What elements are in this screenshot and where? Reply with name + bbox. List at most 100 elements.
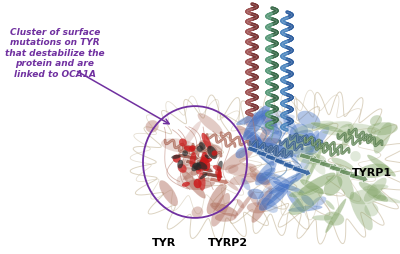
- Ellipse shape: [336, 165, 354, 199]
- Ellipse shape: [302, 133, 316, 146]
- Ellipse shape: [250, 142, 292, 159]
- Ellipse shape: [286, 190, 305, 213]
- Ellipse shape: [350, 192, 373, 230]
- Ellipse shape: [259, 183, 290, 211]
- FancyArrow shape: [265, 154, 284, 164]
- Ellipse shape: [199, 158, 212, 164]
- Ellipse shape: [198, 113, 223, 134]
- Ellipse shape: [245, 114, 258, 128]
- Ellipse shape: [205, 154, 210, 159]
- Ellipse shape: [348, 123, 381, 134]
- Text: Cluster of surface
mutations on TYR
that destabilize the
protein and are
linked : Cluster of surface mutations on TYR that…: [5, 28, 105, 78]
- Ellipse shape: [202, 133, 211, 149]
- Ellipse shape: [222, 147, 254, 170]
- Ellipse shape: [325, 200, 335, 210]
- Ellipse shape: [190, 152, 196, 167]
- Ellipse shape: [235, 147, 247, 158]
- Ellipse shape: [324, 173, 338, 186]
- Ellipse shape: [192, 164, 198, 171]
- Ellipse shape: [192, 207, 203, 218]
- Ellipse shape: [250, 132, 264, 152]
- Ellipse shape: [288, 179, 304, 193]
- Ellipse shape: [331, 157, 354, 170]
- Ellipse shape: [350, 151, 361, 162]
- FancyArrow shape: [299, 153, 318, 163]
- Ellipse shape: [189, 145, 196, 151]
- Ellipse shape: [192, 163, 202, 170]
- Ellipse shape: [264, 172, 290, 183]
- FancyArrow shape: [256, 150, 275, 160]
- Ellipse shape: [247, 137, 260, 149]
- Ellipse shape: [293, 121, 334, 133]
- Ellipse shape: [171, 155, 181, 159]
- Ellipse shape: [225, 164, 238, 174]
- FancyArrow shape: [247, 146, 266, 156]
- FancyArrow shape: [178, 153, 200, 162]
- Ellipse shape: [247, 202, 267, 213]
- Ellipse shape: [324, 212, 344, 226]
- Ellipse shape: [215, 169, 221, 176]
- FancyArrow shape: [349, 173, 368, 183]
- Ellipse shape: [196, 162, 208, 170]
- Ellipse shape: [290, 123, 308, 140]
- FancyArrow shape: [339, 169, 358, 179]
- Ellipse shape: [314, 147, 324, 154]
- Ellipse shape: [367, 183, 378, 198]
- Ellipse shape: [181, 152, 195, 167]
- Ellipse shape: [230, 173, 259, 185]
- Ellipse shape: [256, 186, 274, 205]
- Ellipse shape: [211, 193, 230, 227]
- Ellipse shape: [298, 172, 335, 195]
- Ellipse shape: [179, 121, 201, 152]
- Ellipse shape: [262, 115, 277, 127]
- Ellipse shape: [349, 189, 382, 204]
- Ellipse shape: [182, 150, 188, 156]
- Ellipse shape: [243, 105, 270, 140]
- Ellipse shape: [194, 166, 201, 171]
- Ellipse shape: [249, 166, 273, 190]
- Ellipse shape: [268, 171, 306, 194]
- Ellipse shape: [240, 109, 267, 141]
- Ellipse shape: [256, 173, 270, 185]
- Ellipse shape: [237, 199, 244, 209]
- Ellipse shape: [200, 173, 208, 179]
- Ellipse shape: [182, 182, 190, 187]
- Ellipse shape: [183, 164, 208, 180]
- FancyArrow shape: [283, 162, 302, 172]
- Ellipse shape: [210, 202, 238, 216]
- Ellipse shape: [207, 183, 226, 214]
- Ellipse shape: [262, 130, 282, 151]
- Ellipse shape: [297, 185, 320, 196]
- Ellipse shape: [234, 192, 254, 218]
- Ellipse shape: [266, 178, 297, 206]
- Ellipse shape: [256, 119, 275, 148]
- Ellipse shape: [301, 161, 314, 181]
- Ellipse shape: [244, 130, 273, 148]
- Ellipse shape: [364, 202, 378, 216]
- Ellipse shape: [341, 128, 353, 150]
- Ellipse shape: [364, 178, 386, 202]
- Ellipse shape: [295, 147, 314, 182]
- Ellipse shape: [284, 138, 299, 168]
- Ellipse shape: [370, 115, 382, 126]
- Ellipse shape: [269, 176, 285, 192]
- Ellipse shape: [187, 154, 213, 171]
- Ellipse shape: [177, 160, 183, 168]
- FancyArrow shape: [292, 166, 311, 176]
- Ellipse shape: [275, 130, 314, 154]
- FancyArrow shape: [274, 158, 293, 168]
- Ellipse shape: [217, 170, 222, 181]
- Ellipse shape: [173, 155, 181, 163]
- Ellipse shape: [184, 146, 195, 152]
- Ellipse shape: [305, 145, 324, 184]
- Ellipse shape: [288, 205, 322, 212]
- Ellipse shape: [309, 126, 329, 150]
- Ellipse shape: [228, 163, 257, 176]
- Ellipse shape: [194, 179, 202, 188]
- FancyArrow shape: [186, 159, 208, 169]
- Ellipse shape: [258, 168, 276, 181]
- Ellipse shape: [178, 164, 187, 173]
- Ellipse shape: [212, 150, 217, 156]
- Ellipse shape: [161, 138, 196, 153]
- Ellipse shape: [236, 125, 262, 146]
